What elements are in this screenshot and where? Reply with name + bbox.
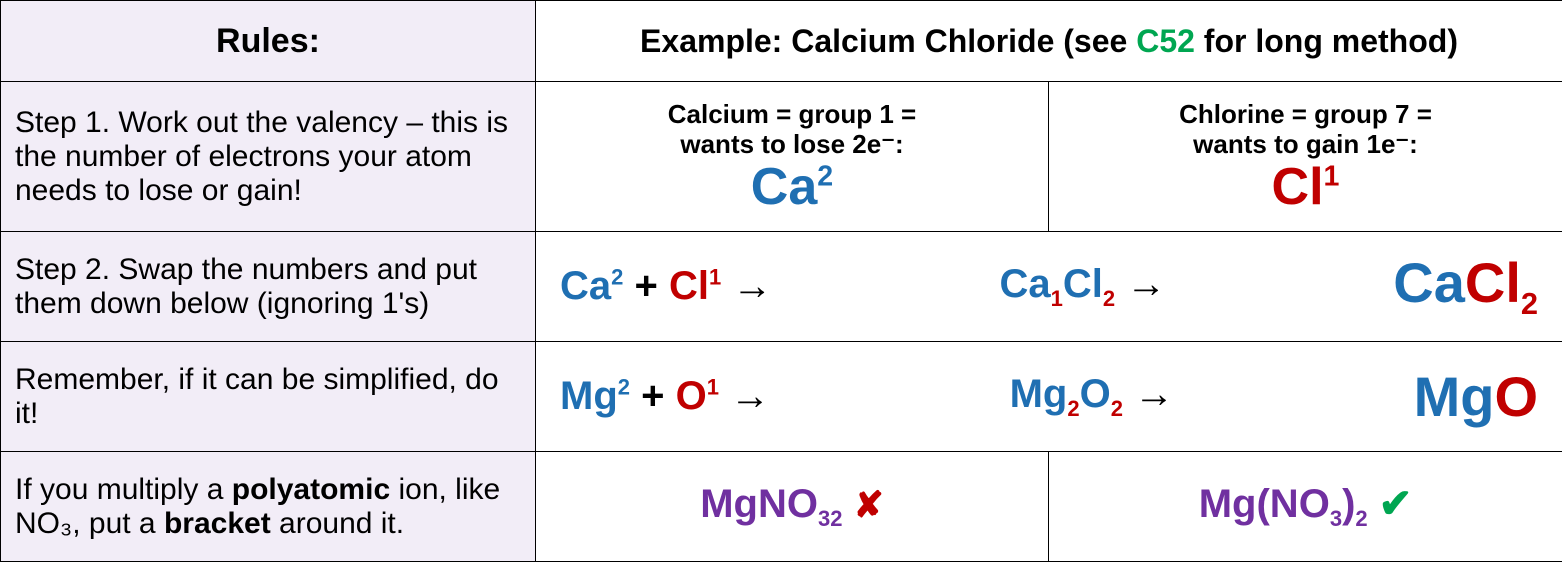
chlorine-label-1: Chlorine = group 7 = [1063,100,1548,130]
step2-row: Step 2. Swap the numbers and put them do… [1,232,1562,342]
step3-example-cell: Mg2 + O1 → Mg2O2 → MgO [536,342,1562,452]
step4-row: If you multiply a polyatomic ion, like N… [1,452,1562,562]
step2-rule: Step 2. Swap the numbers and put them do… [1,232,536,342]
header-row: Rules: Example: Calcium Chloride (see C5… [1,1,1562,82]
calcium-symbol: Ca2 [550,161,1034,213]
step4-rule: If you multiply a polyatomic ion, like N… [1,452,536,562]
step3-part2: Mg2O2 → [1010,372,1175,422]
step3-part1: Mg2 + O1 → [560,374,770,419]
example-suffix: for long method) [1195,23,1458,59]
step4-right: Mg(NO3)2 [1199,482,1379,526]
step1-rule: Step 1. Work out the valency – this is t… [1,82,536,232]
calcium-label-1: Calcium = group 1 = [550,100,1034,130]
rules-title-cell: Rules: [1,1,536,82]
step1-chlorine-cell: Chlorine = group 7 = wants to gain 1e⁻: … [1049,82,1562,232]
step4-wrong-cell: MgNO32 ✘ [536,452,1049,562]
rules-title: Rules [216,22,309,60]
example-prefix: Example: Calcium Chloride (see [640,23,1136,59]
step4-wrong: MgNO32 [700,482,853,526]
example-title-cell: Example: Calcium Chloride (see C52 for l… [536,1,1562,82]
calcium-label-2: wants to lose 2e⁻: [550,130,1034,160]
step2-example-cell: Ca2 + Cl1 → Ca1Cl2 → CaCl2 [536,232,1562,342]
step4-right-cell: Mg(NO3)2 ✔ [1049,452,1562,562]
chlorine-symbol: Cl1 [1063,161,1548,213]
example-ref: C52 [1136,23,1195,59]
step3-row: Remember, if it can be simplified, do it… [1,342,1562,452]
cross-icon: ✘ [854,484,884,525]
step1-row: Step 1. Work out the valency – this is t… [1,82,1562,232]
chlorine-label-2: wants to gain 1e⁻: [1063,130,1548,160]
step2-result: CaCl2 [1393,250,1538,322]
rules-table: Rules: Example: Calcium Chloride (see C5… [0,0,1562,562]
step3-rule: Remember, if it can be simplified, do it… [1,342,536,452]
step2-part2: Ca1Cl2 → [999,262,1166,312]
step3-result: MgO [1414,364,1538,429]
check-icon: ✔ [1379,482,1413,526]
step2-part1: Ca2 + Cl1 → [560,264,772,309]
step1-calcium-cell: Calcium = group 1 = wants to lose 2e⁻: C… [536,82,1049,232]
